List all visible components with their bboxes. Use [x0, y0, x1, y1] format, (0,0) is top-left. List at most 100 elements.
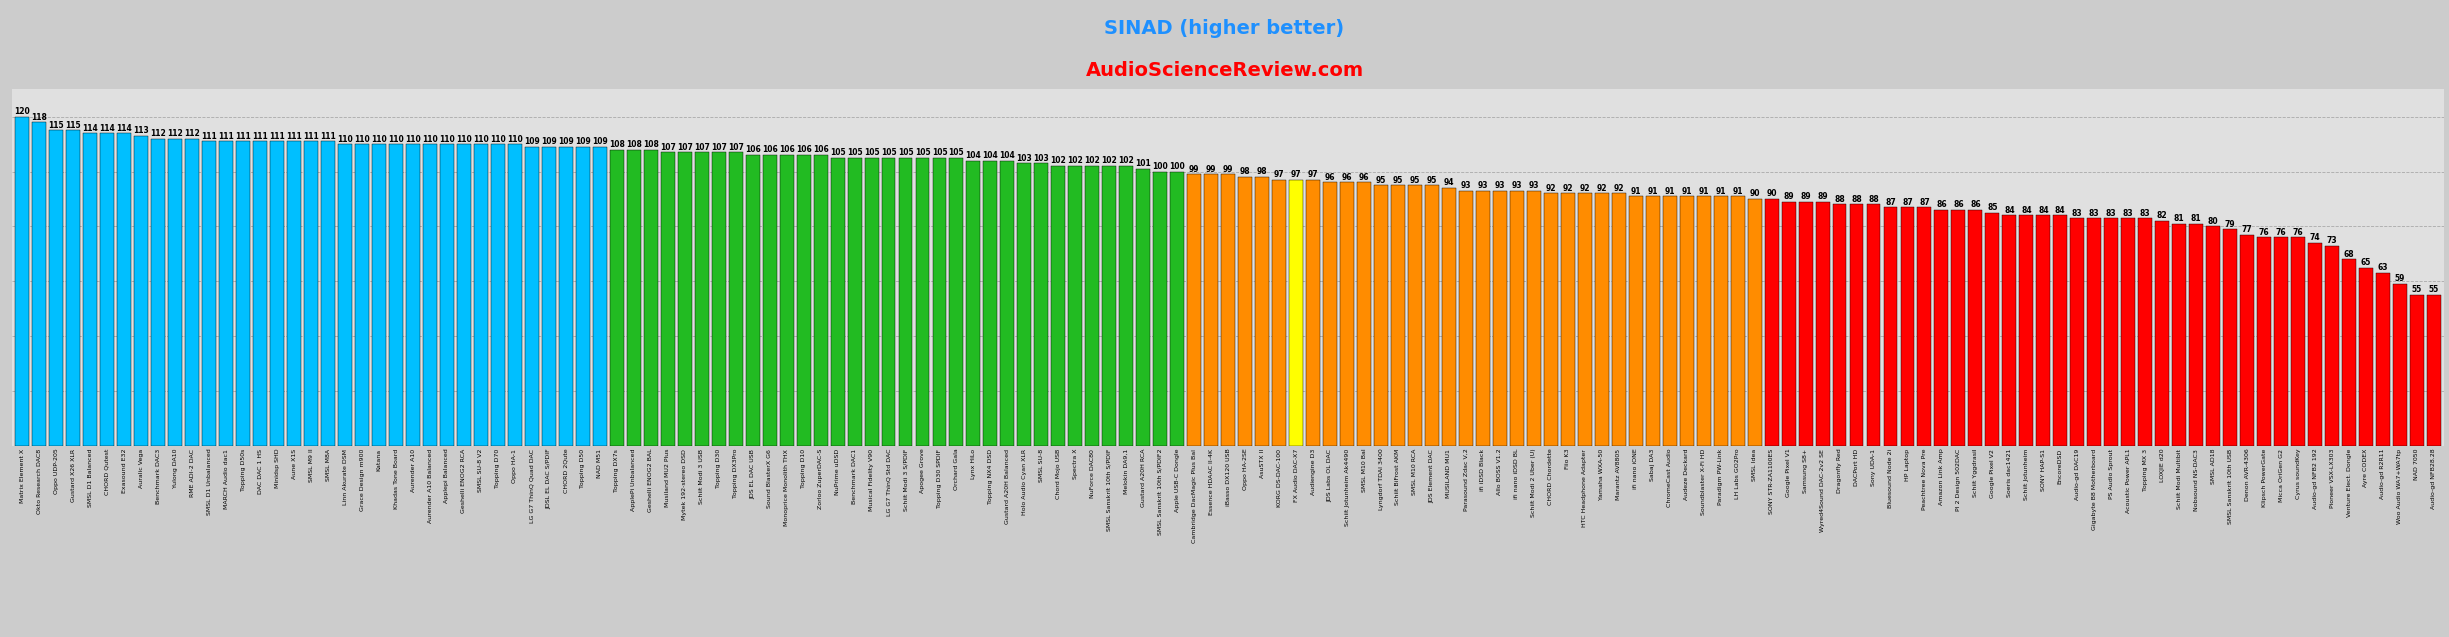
Text: 95: 95: [1393, 176, 1403, 185]
Bar: [2241, 234, 2253, 446]
Text: 110: 110: [438, 134, 456, 143]
Bar: [1714, 196, 1727, 446]
Bar: [118, 133, 132, 446]
Bar: [762, 155, 776, 446]
Text: 107: 107: [710, 143, 727, 152]
Text: 94: 94: [1445, 178, 1455, 187]
Bar: [220, 141, 233, 446]
Text: 103: 103: [1016, 154, 1033, 162]
Bar: [713, 152, 725, 446]
Bar: [2138, 218, 2153, 446]
Bar: [269, 141, 284, 446]
Text: 110: 110: [338, 134, 353, 143]
Bar: [1374, 185, 1389, 446]
Text: 110: 110: [355, 134, 370, 143]
Text: 111: 111: [269, 132, 284, 141]
Text: 88: 88: [1851, 195, 1861, 204]
Bar: [1322, 182, 1337, 446]
Bar: [1952, 210, 1967, 446]
Bar: [1883, 207, 1898, 446]
Text: 86: 86: [1969, 201, 1981, 210]
Text: 96: 96: [1359, 173, 1369, 182]
Text: 100: 100: [1153, 162, 1168, 171]
Text: 68: 68: [2344, 250, 2353, 259]
Bar: [1119, 166, 1134, 446]
Text: 74: 74: [2309, 233, 2319, 242]
Bar: [2172, 224, 2187, 446]
Bar: [1935, 210, 1949, 446]
Text: 105: 105: [830, 148, 845, 157]
Text: 92: 92: [1597, 184, 1607, 193]
Text: 109: 109: [576, 137, 590, 147]
Text: 102: 102: [1085, 157, 1100, 166]
Bar: [2324, 246, 2339, 446]
Bar: [252, 141, 267, 446]
Bar: [475, 144, 487, 446]
Bar: [1526, 190, 1540, 446]
Text: 105: 105: [913, 148, 931, 157]
Bar: [1560, 194, 1575, 446]
Text: 110: 110: [507, 134, 522, 143]
Bar: [1136, 169, 1151, 446]
Text: 89: 89: [1800, 192, 1810, 201]
Bar: [1749, 199, 1761, 446]
Bar: [730, 152, 742, 446]
Text: 97: 97: [1273, 170, 1283, 179]
Bar: [610, 150, 624, 446]
Bar: [1511, 190, 1523, 446]
Bar: [2275, 238, 2287, 446]
Text: 120: 120: [15, 107, 29, 116]
Text: 115: 115: [66, 121, 81, 130]
Bar: [1577, 194, 1592, 446]
Bar: [796, 155, 811, 446]
Bar: [152, 139, 164, 446]
Text: 110: 110: [421, 134, 438, 143]
Text: 106: 106: [779, 145, 793, 155]
Text: 110: 110: [372, 134, 387, 143]
Bar: [1663, 196, 1678, 446]
Bar: [2393, 284, 2407, 446]
Bar: [2087, 218, 2101, 446]
Text: 89: 89: [1783, 192, 1795, 201]
Text: 90: 90: [1766, 189, 1778, 198]
Bar: [1849, 204, 1864, 446]
Text: 104: 104: [982, 151, 999, 160]
Text: 55: 55: [2429, 285, 2439, 294]
Bar: [186, 139, 198, 446]
Bar: [1494, 190, 1506, 446]
Text: 105: 105: [882, 148, 896, 157]
Bar: [169, 139, 181, 446]
Text: 110: 110: [456, 134, 473, 143]
Text: 110: 110: [389, 134, 404, 143]
Bar: [2207, 226, 2221, 446]
Text: 81: 81: [2192, 214, 2202, 223]
Bar: [1408, 185, 1423, 446]
Text: 104: 104: [965, 151, 982, 160]
Text: 109: 109: [524, 137, 539, 147]
Text: 101: 101: [1136, 159, 1151, 168]
Text: 113: 113: [132, 126, 149, 135]
Bar: [2376, 273, 2390, 446]
Bar: [541, 147, 556, 446]
Bar: [1068, 166, 1082, 446]
Text: 77: 77: [2241, 225, 2253, 234]
Text: 93: 93: [1494, 181, 1506, 190]
Bar: [1153, 171, 1168, 446]
Text: 86: 86: [1937, 201, 1947, 210]
Text: 111: 111: [321, 132, 336, 141]
Text: 91: 91: [1731, 187, 1744, 196]
Text: 83: 83: [2089, 208, 2099, 218]
Text: 106: 106: [762, 145, 776, 155]
Text: 91: 91: [1714, 187, 1727, 196]
Text: 97: 97: [1308, 170, 1318, 179]
Text: 111: 111: [252, 132, 267, 141]
Text: 100: 100: [1168, 162, 1185, 171]
Bar: [1171, 171, 1185, 446]
Text: 105: 105: [864, 148, 879, 157]
Bar: [1646, 196, 1660, 446]
Bar: [507, 144, 522, 446]
Bar: [576, 147, 590, 446]
Text: 108: 108: [642, 140, 659, 149]
Text: 105: 105: [899, 148, 913, 157]
Text: 115: 115: [49, 121, 64, 130]
